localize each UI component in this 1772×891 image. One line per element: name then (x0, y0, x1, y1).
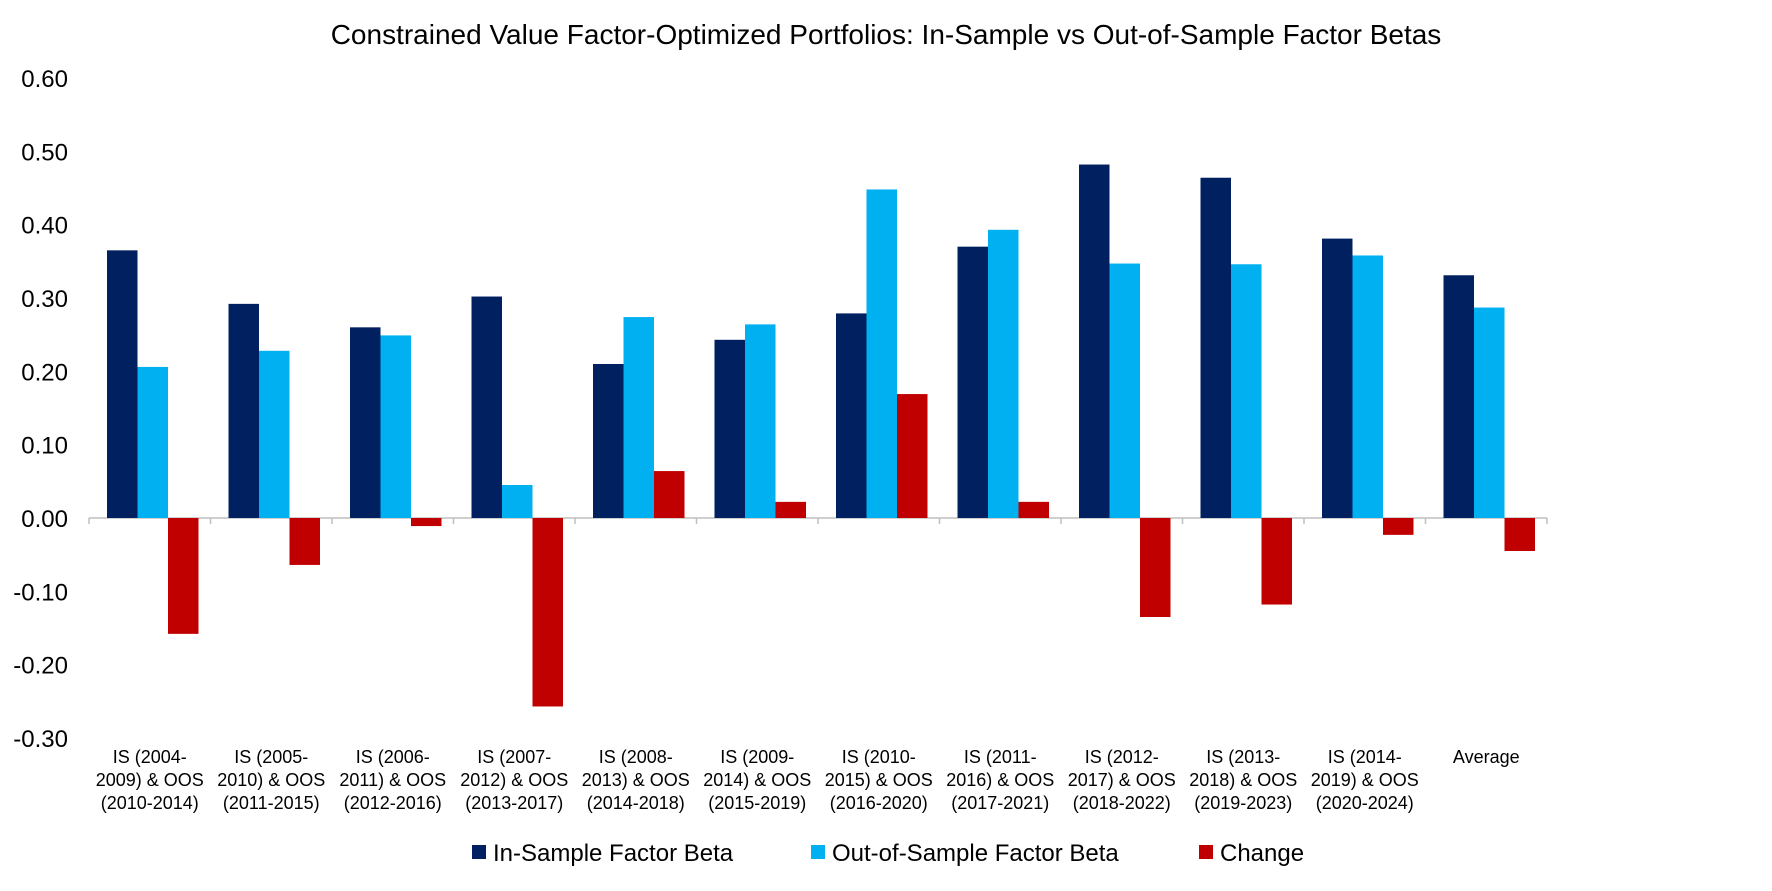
bar (137, 366, 168, 518)
y-tick-label: 0.60 (21, 66, 68, 93)
bar (1261, 518, 1292, 605)
bar (775, 501, 806, 518)
x-tick-label: IS (2008-2013) & OOS (2014-2018) (582, 747, 690, 813)
x-tick-label: IS (2009-2014) & OOS (2015-2019) (703, 747, 811, 813)
bar (289, 518, 320, 565)
x-tick-label: IS (2011-2016) & OOS (2017-2021) (946, 747, 1054, 813)
bar (1079, 164, 1110, 519)
series-2 (137, 189, 1505, 519)
bar (350, 327, 381, 518)
y-tick-label: -0.10 (13, 579, 68, 606)
bar (259, 350, 290, 518)
bar (411, 518, 442, 527)
bar (532, 518, 563, 707)
bar (1231, 264, 1262, 518)
y-axis-labels: 0.60 0.50 0.40 0.30 0.20 0.10 0.00 -0.10 -0.20 -0… (13, 66, 68, 753)
y-tick-label: 0.30 (21, 286, 68, 313)
bar (957, 246, 988, 518)
series-1 (107, 164, 1474, 519)
x-tick-label: IS (2010-2015) & OOS (2016-2020) (825, 747, 933, 813)
legend-swatch (811, 845, 825, 859)
bar (1322, 238, 1353, 518)
legend-label: Change (1220, 840, 1304, 867)
legend-swatch (472, 845, 486, 859)
x-tick-label: IS (2005-2010) & OOS (2011-2015) (217, 747, 325, 813)
y-tick-label: 0.50 (21, 139, 68, 166)
x-tick-label: IS (2014-2019) & OOS (2020-2024) (1311, 747, 1419, 813)
y-tick-label: 0.10 (21, 433, 68, 460)
bar (988, 229, 1019, 519)
bar (1443, 275, 1474, 518)
x-tick-label: IS (2004-2009) & OOS (2010-2014) (96, 747, 204, 813)
series-3 (168, 394, 1535, 707)
bar (1018, 501, 1049, 518)
x-tick-label: Average (1453, 747, 1520, 767)
bars-group (107, 164, 1535, 707)
y-tick-label: 0.00 (21, 506, 68, 533)
bar (897, 394, 928, 518)
bar (623, 317, 654, 518)
bar (745, 324, 776, 518)
bar (107, 250, 138, 519)
bar (1474, 307, 1505, 518)
legend-label: Out-of-Sample Factor Beta (832, 840, 1119, 867)
x-tick-label: IS (2012-2017) & OOS (2018-2022) (1068, 747, 1176, 813)
y-tick-label: -0.30 (13, 726, 68, 753)
bar (1200, 177, 1231, 518)
legend-label: In-Sample Factor Beta (493, 840, 734, 867)
bar (654, 471, 685, 518)
bar (168, 518, 199, 634)
bar (866, 189, 897, 518)
x-tick-label: IS (2006-2011) & OOS (2012-2016) (339, 747, 446, 813)
bar (1140, 518, 1171, 617)
axis-group (88, 517, 1548, 524)
y-tick-label: 0.20 (21, 359, 68, 386)
bar (228, 303, 259, 518)
y-tick-label: 0.40 (21, 213, 68, 240)
x-tick-label: IS (2007-2012) & OOS (2013-2017) (460, 747, 568, 813)
bar (1109, 263, 1140, 518)
bar (1383, 518, 1414, 535)
bar (836, 313, 867, 518)
bar (380, 335, 411, 518)
x-axis-labels: IS (2004-2009) & OOS (2010-2014)IS (2005-… (96, 747, 1520, 813)
y-tick-label: -0.20 (13, 653, 68, 680)
bar (471, 296, 502, 518)
bar (1504, 518, 1535, 551)
bar (714, 339, 745, 518)
bar (1352, 255, 1383, 518)
bar (502, 485, 533, 518)
chart-title: Constrained Value Factor-Optimized Portf… (331, 19, 1442, 50)
x-tick-label: IS (2013-2018) & OOS (2019-2023) (1189, 747, 1297, 813)
bar (593, 364, 624, 518)
legend: In-Sample Factor Beta Out-of-Sample Facto… (472, 840, 1304, 867)
legend-swatch (1199, 845, 1213, 859)
